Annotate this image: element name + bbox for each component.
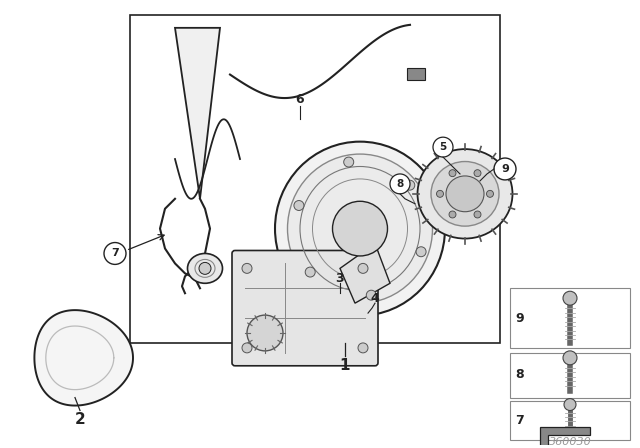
Circle shape (449, 170, 456, 177)
Text: 7: 7 (516, 414, 524, 427)
Circle shape (104, 242, 126, 264)
Text: 8: 8 (396, 179, 404, 189)
Circle shape (494, 158, 516, 180)
Ellipse shape (431, 162, 499, 226)
Circle shape (358, 263, 368, 273)
Bar (510, 353, 630, 397)
Circle shape (366, 290, 376, 300)
Circle shape (416, 247, 426, 257)
Circle shape (199, 263, 211, 274)
Polygon shape (540, 427, 590, 447)
Circle shape (474, 170, 481, 177)
Circle shape (563, 351, 577, 365)
Circle shape (404, 180, 415, 190)
Text: 9: 9 (501, 164, 509, 174)
Circle shape (449, 211, 456, 218)
Text: 2: 2 (75, 412, 85, 427)
Ellipse shape (333, 201, 387, 256)
Polygon shape (340, 244, 390, 303)
Bar (510, 288, 630, 348)
Circle shape (305, 267, 316, 277)
Circle shape (563, 291, 577, 305)
Circle shape (564, 399, 576, 410)
FancyBboxPatch shape (232, 250, 378, 366)
Circle shape (486, 190, 493, 197)
Circle shape (358, 343, 368, 353)
Text: 9: 9 (516, 311, 524, 325)
Text: 8: 8 (516, 368, 524, 381)
Polygon shape (35, 310, 133, 405)
Ellipse shape (275, 142, 445, 315)
Circle shape (294, 201, 304, 211)
Circle shape (474, 211, 481, 218)
Ellipse shape (188, 254, 223, 283)
Text: 1: 1 (340, 358, 350, 373)
Ellipse shape (417, 149, 513, 238)
Circle shape (247, 315, 283, 351)
Text: 360030: 360030 (548, 437, 591, 448)
Circle shape (390, 174, 410, 194)
Bar (130, 15, 500, 343)
Circle shape (242, 263, 252, 273)
Ellipse shape (446, 176, 484, 212)
Polygon shape (175, 28, 220, 199)
Text: 3: 3 (336, 272, 344, 285)
Circle shape (344, 157, 354, 167)
Bar (407, 68, 425, 79)
Text: 7: 7 (111, 249, 119, 258)
Circle shape (436, 190, 444, 197)
Bar (510, 401, 630, 440)
Ellipse shape (287, 154, 433, 303)
Text: 5: 5 (440, 142, 447, 152)
Circle shape (433, 137, 453, 157)
Text: 4: 4 (371, 292, 380, 305)
Text: 6: 6 (296, 93, 304, 106)
Circle shape (242, 343, 252, 353)
